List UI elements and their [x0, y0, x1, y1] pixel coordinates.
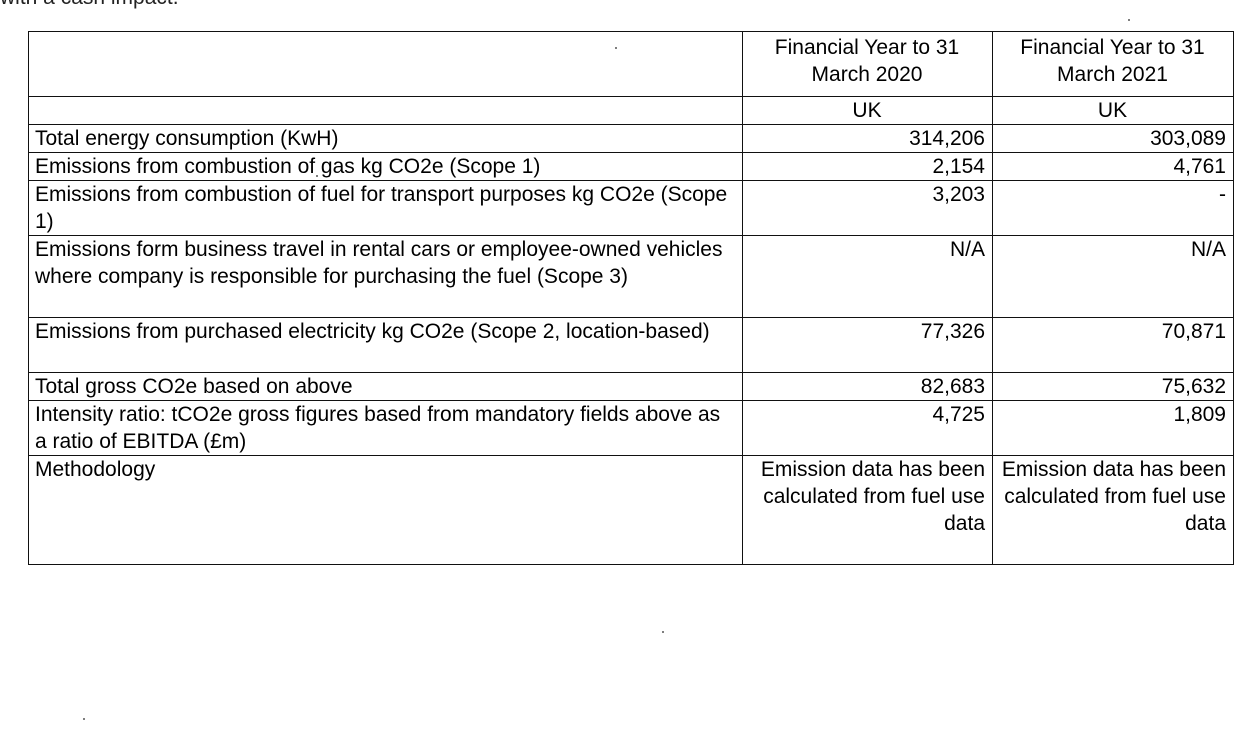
table-row: Emissions from combustion of fuel for tr… — [28, 180, 1234, 236]
row-value-fy2020: 4,725 — [742, 400, 993, 456]
table-row: Emissions from combustion of gas kg CO2e… — [28, 152, 1234, 181]
emissions-table: Financial Year to 31 March 2020 Financia… — [28, 31, 1234, 565]
header-blank-cell — [28, 31, 743, 97]
scan-speck — [662, 631, 664, 633]
row-value-fy2021: 1,809 — [992, 400, 1234, 456]
region-fy2021-cell: UK — [992, 96, 1234, 125]
table-row: Total gross CO2e based on above 82,683 7… — [28, 372, 1234, 401]
region-row: UK UK — [28, 96, 1234, 125]
row-value-fy2020: 314,206 — [742, 124, 993, 153]
region-blank-cell — [28, 96, 743, 125]
scan-speck — [83, 718, 85, 720]
row-value-fy2021: 70,871 — [992, 317, 1234, 373]
row-value-fy2021: Emission data has been calculated from f… — [992, 455, 1234, 565]
row-label: Methodology — [28, 455, 743, 565]
table-row: Intensity ratio: tCO2e gross figures bas… — [28, 400, 1234, 456]
row-value-fy2020: 77,326 — [742, 317, 993, 373]
table-row: Emissions form business travel in rental… — [28, 235, 1234, 318]
row-value-fy2021: 4,761 — [992, 152, 1234, 181]
header-row: Financial Year to 31 March 2020 Financia… — [28, 31, 1234, 97]
row-label: Intensity ratio: tCO2e gross figures bas… — [28, 400, 743, 456]
row-value-fy2020: 82,683 — [742, 372, 993, 401]
row-label: Emissions from purchased electricity kg … — [28, 317, 743, 373]
row-label: Emissions from combustion of fuel for tr… — [28, 180, 743, 236]
row-value-fy2021: N/A — [992, 235, 1234, 318]
header-fy2020-cell: Financial Year to 31 March 2020 — [742, 31, 993, 97]
row-label: Total energy consumption (KwH) — [28, 124, 743, 153]
row-label: Emissions form business travel in rental… — [28, 235, 743, 318]
row-value-fy2021: 303,089 — [992, 124, 1234, 153]
row-value-fy2020: Emission data has been calculated from f… — [742, 455, 993, 565]
region-fy2020-cell: UK — [742, 96, 993, 125]
header-fragment-text: with a cash impact. — [0, 0, 179, 10]
row-value-fy2020: 3,203 — [742, 180, 993, 236]
row-label: Emissions from combustion of gas kg CO2e… — [28, 152, 743, 181]
row-value-fy2021: - — [992, 180, 1234, 236]
table-row: Total energy consumption (KwH) 314,206 3… — [28, 124, 1234, 153]
row-label: Total gross CO2e based on above — [28, 372, 743, 401]
row-value-fy2020: N/A — [742, 235, 993, 318]
table-row: Emissions from purchased electricity kg … — [28, 317, 1234, 373]
scan-speck — [1128, 19, 1130, 21]
row-value-fy2020: 2,154 — [742, 152, 993, 181]
table-row: Methodology Emission data has been calcu… — [28, 455, 1234, 565]
row-value-fy2021: 75,632 — [992, 372, 1234, 401]
header-fy2021-cell: Financial Year to 31 March 2021 — [992, 31, 1234, 97]
